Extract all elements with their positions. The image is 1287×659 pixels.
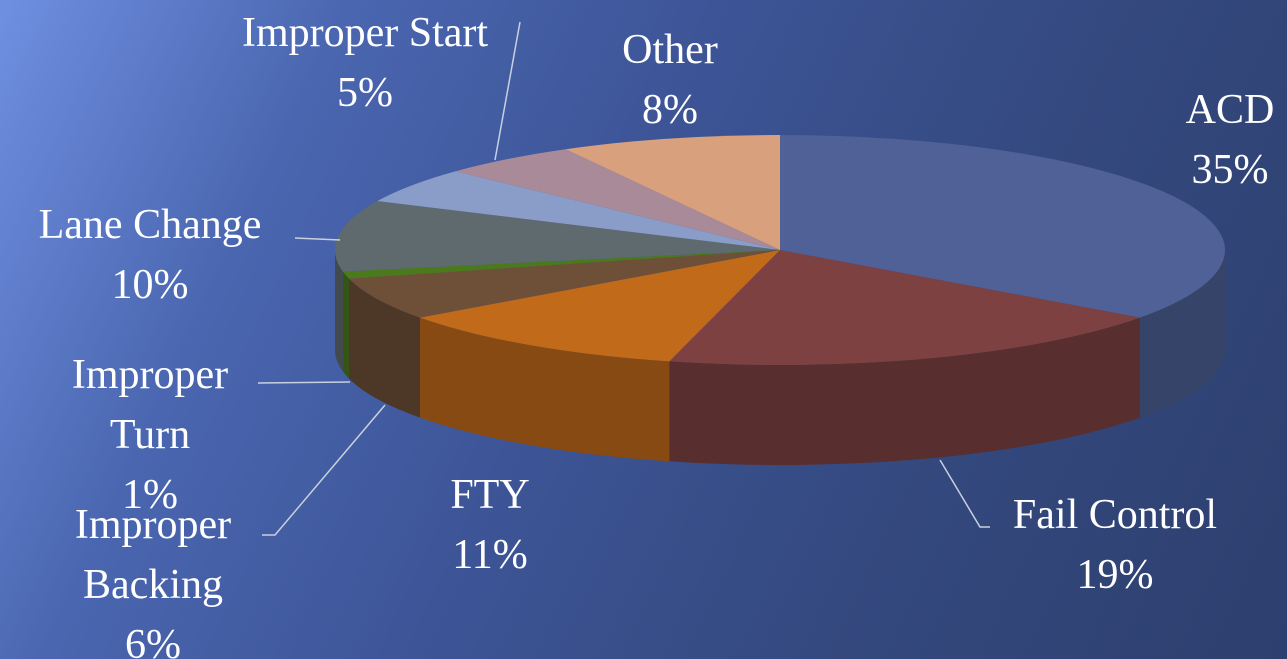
value-label: 35% — [1191, 147, 1269, 193]
category-label: Improper Backing — [74, 502, 232, 608]
value-label: 11% — [452, 532, 528, 578]
category-label: FTY — [450, 472, 530, 518]
slice — [455, 149, 780, 250]
category-label: Lane Change — [38, 202, 262, 248]
slice-side — [419, 317, 670, 462]
data-label: Fail Control 19% — [1013, 485, 1217, 605]
slice — [669, 250, 1141, 365]
category-label: Improper Turn — [71, 352, 229, 458]
category-label: Other — [622, 27, 718, 73]
slice — [419, 250, 780, 362]
slice-side — [1140, 250, 1225, 418]
slice — [342, 250, 780, 279]
data-label: ACD 35% — [1186, 80, 1275, 200]
leader-line — [939, 459, 990, 528]
slice-side — [342, 271, 349, 379]
data-label: Lane Change 10% — [39, 195, 262, 315]
slice-side — [335, 250, 343, 372]
data-label: Improper Start 5% — [242, 3, 488, 123]
leader-line — [262, 404, 386, 536]
leader-line — [257, 381, 351, 384]
value-label: 8% — [641, 87, 698, 133]
value-label: 19% — [1076, 552, 1154, 598]
leader-line — [494, 21, 521, 161]
value-label: 6% — [125, 622, 181, 659]
data-label: Improper Backing 6% — [33, 495, 273, 659]
slice — [377, 171, 780, 250]
value-label: 5% — [337, 70, 393, 116]
data-label: Other 8% — [622, 20, 718, 140]
slice — [348, 250, 780, 318]
slice — [780, 135, 1226, 318]
leader-line — [294, 237, 341, 241]
value-label: 10% — [111, 262, 189, 308]
data-label: FTY 11% — [450, 465, 529, 585]
data-label: Improper Turn 1% — [30, 345, 270, 525]
category-label: Fail Control — [1012, 492, 1218, 538]
slice — [565, 135, 780, 250]
slice — [335, 201, 780, 272]
value-label: 1% — [122, 472, 178, 518]
category-label: ACD — [1185, 87, 1275, 133]
slice-side — [348, 278, 420, 418]
slice-side — [669, 317, 1141, 465]
category-label: Improper Start — [241, 10, 489, 56]
